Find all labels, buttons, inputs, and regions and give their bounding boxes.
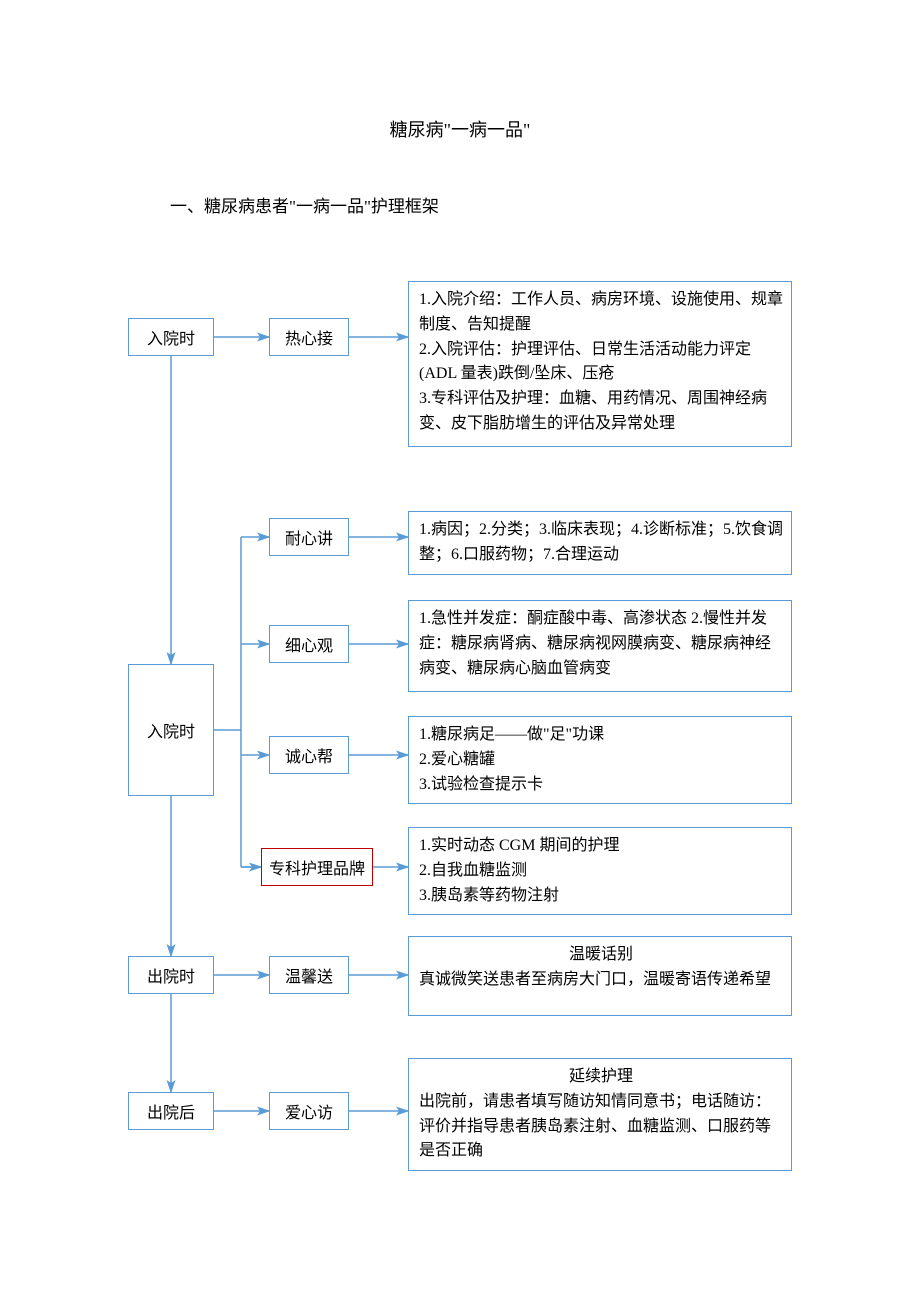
content-line: 3.专科评估及护理：血糖、用药情况、周围神经病变、皮下脂肪增生的评估及异常处理	[419, 387, 783, 437]
step-node: 爱心访	[269, 1092, 349, 1130]
phase-node: 入院时	[128, 664, 214, 796]
phase-node: 出院后	[128, 1092, 214, 1130]
content-line: 1.入院介绍：工作人员、病房环境、设施使用、规章制度、告知提醒	[419, 288, 783, 338]
phase-node: 入院时	[128, 318, 214, 356]
content-line: 1.病因；2.分类；3.临床表现；4.诊断标准；5.饮食调整；6.口服药物；7.…	[419, 518, 783, 568]
content-box: 1.入院介绍：工作人员、病房环境、设施使用、规章制度、告知提醒2.入院评估：护理…	[408, 281, 792, 447]
content-line: 3.试验检查提示卡	[419, 773, 783, 798]
content-box: 延续护理出院前，请患者填写随访知情同意书；电话随访：评价并指导患者胰岛素注射、血…	[408, 1058, 792, 1171]
content-line: 出院前，请患者填写随访知情同意书；电话随访：评价并指导患者胰岛素注射、血糖监测、…	[419, 1090, 783, 1164]
content-box: 1.急性并发症：酮症酸中毒、高渗状态 2.慢性并发症：糖尿病肾病、糖尿病视网膜病…	[408, 600, 792, 692]
content-line: 2.爱心糖罐	[419, 748, 783, 773]
phase-node: 出院时	[128, 956, 214, 994]
step-node: 专科护理品牌	[261, 848, 373, 886]
page-title: 糖尿病"一病一品"	[0, 116, 920, 142]
step-node: 耐心讲	[269, 518, 349, 556]
content-box: 温暖话别真诚微笑送患者至病房大门口，温暖寄语传递希望	[408, 936, 792, 1016]
content-box: 1.病因；2.分类；3.临床表现；4.诊断标准；5.饮食调整；6.口服药物；7.…	[408, 511, 792, 575]
content-line: 1.糖尿病足——做"足"功课	[419, 723, 783, 748]
content-line: 温暖话别	[419, 943, 783, 968]
content-line: 2.自我血糖监测	[419, 859, 783, 884]
content-line: 3.胰岛素等药物注射	[419, 884, 783, 909]
section-heading: 一、糖尿病患者"一病一品"护理框架	[170, 192, 439, 217]
step-node: 诚心帮	[269, 736, 349, 774]
step-node: 热心接	[269, 318, 349, 356]
content-line: 真诚微笑送患者至病房大门口，温暖寄语传递希望	[419, 968, 783, 993]
content-line: 1.实时动态 CGM 期间的护理	[419, 834, 783, 859]
content-line: 1.急性并发症：酮症酸中毒、高渗状态 2.慢性并发症：糖尿病肾病、糖尿病视网膜病…	[419, 607, 783, 681]
content-line: 2.入院评估：护理评估、日常生活活动能力评定(ADL 量表)跌倒/坠床、压疮	[419, 338, 783, 388]
step-node: 细心观	[269, 625, 349, 663]
content-box: 1.糖尿病足——做"足"功课2.爱心糖罐3.试验检查提示卡	[408, 716, 792, 804]
content-box: 1.实时动态 CGM 期间的护理2.自我血糖监测3.胰岛素等药物注射	[408, 827, 792, 915]
content-line: 延续护理	[419, 1065, 783, 1090]
step-node: 温馨送	[269, 956, 349, 994]
